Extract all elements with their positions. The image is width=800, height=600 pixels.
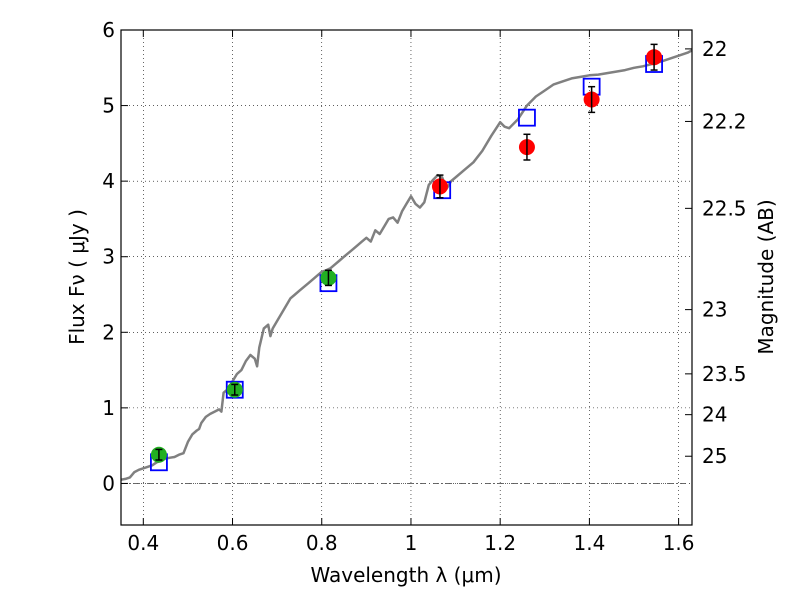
- y-tick-label: 1: [102, 396, 115, 420]
- x-tick-label: 0.4: [127, 531, 159, 555]
- x-tick-label: 1.4: [573, 531, 605, 555]
- ticks: 0.4 0.6 0.8 1 1.2 1.4 1.601234562222.222.52323…: [102, 18, 746, 555]
- plot-frame: [120, 29, 693, 526]
- markers: [150, 43, 663, 472]
- right-axis-tick-label: 23: [702, 298, 727, 322]
- right-axis-tick-label: 23.5: [702, 362, 747, 386]
- right-axis-tick-label: 24: [702, 403, 727, 427]
- plot-area: [121, 30, 692, 525]
- right-axis-tick-label: 25: [702, 444, 727, 468]
- y-tick-label: 6: [102, 18, 115, 42]
- y-tick-label: 3: [102, 245, 115, 269]
- y-tick-label: 5: [102, 94, 115, 118]
- x-tick-label: 1: [405, 531, 418, 555]
- right-axis-tick-label: 22.5: [702, 196, 747, 220]
- grid: [121, 29, 692, 525]
- x-tick-label: 1.2: [484, 531, 516, 555]
- y-axis-label: Flux Fν ( μJy ): [65, 209, 89, 345]
- y-tick-label: 0: [102, 471, 115, 495]
- y-tick-label: 4: [102, 169, 115, 193]
- x-tick-label: 1.6: [663, 531, 695, 555]
- right-axis-tick-label: 22: [702, 37, 727, 61]
- right-axis-tick-label: 22.2: [702, 109, 747, 133]
- x-tick-label: 0.8: [306, 531, 338, 555]
- right-axis-label: Magnitude (AB): [754, 199, 778, 354]
- model-photometry-square: [518, 108, 536, 127]
- x-axis-label: Wavelength λ (μm): [310, 563, 501, 587]
- y-tick-label: 2: [102, 320, 115, 344]
- model-sed-line: [120, 49, 693, 481]
- x-tick-label: 0.6: [217, 531, 249, 555]
